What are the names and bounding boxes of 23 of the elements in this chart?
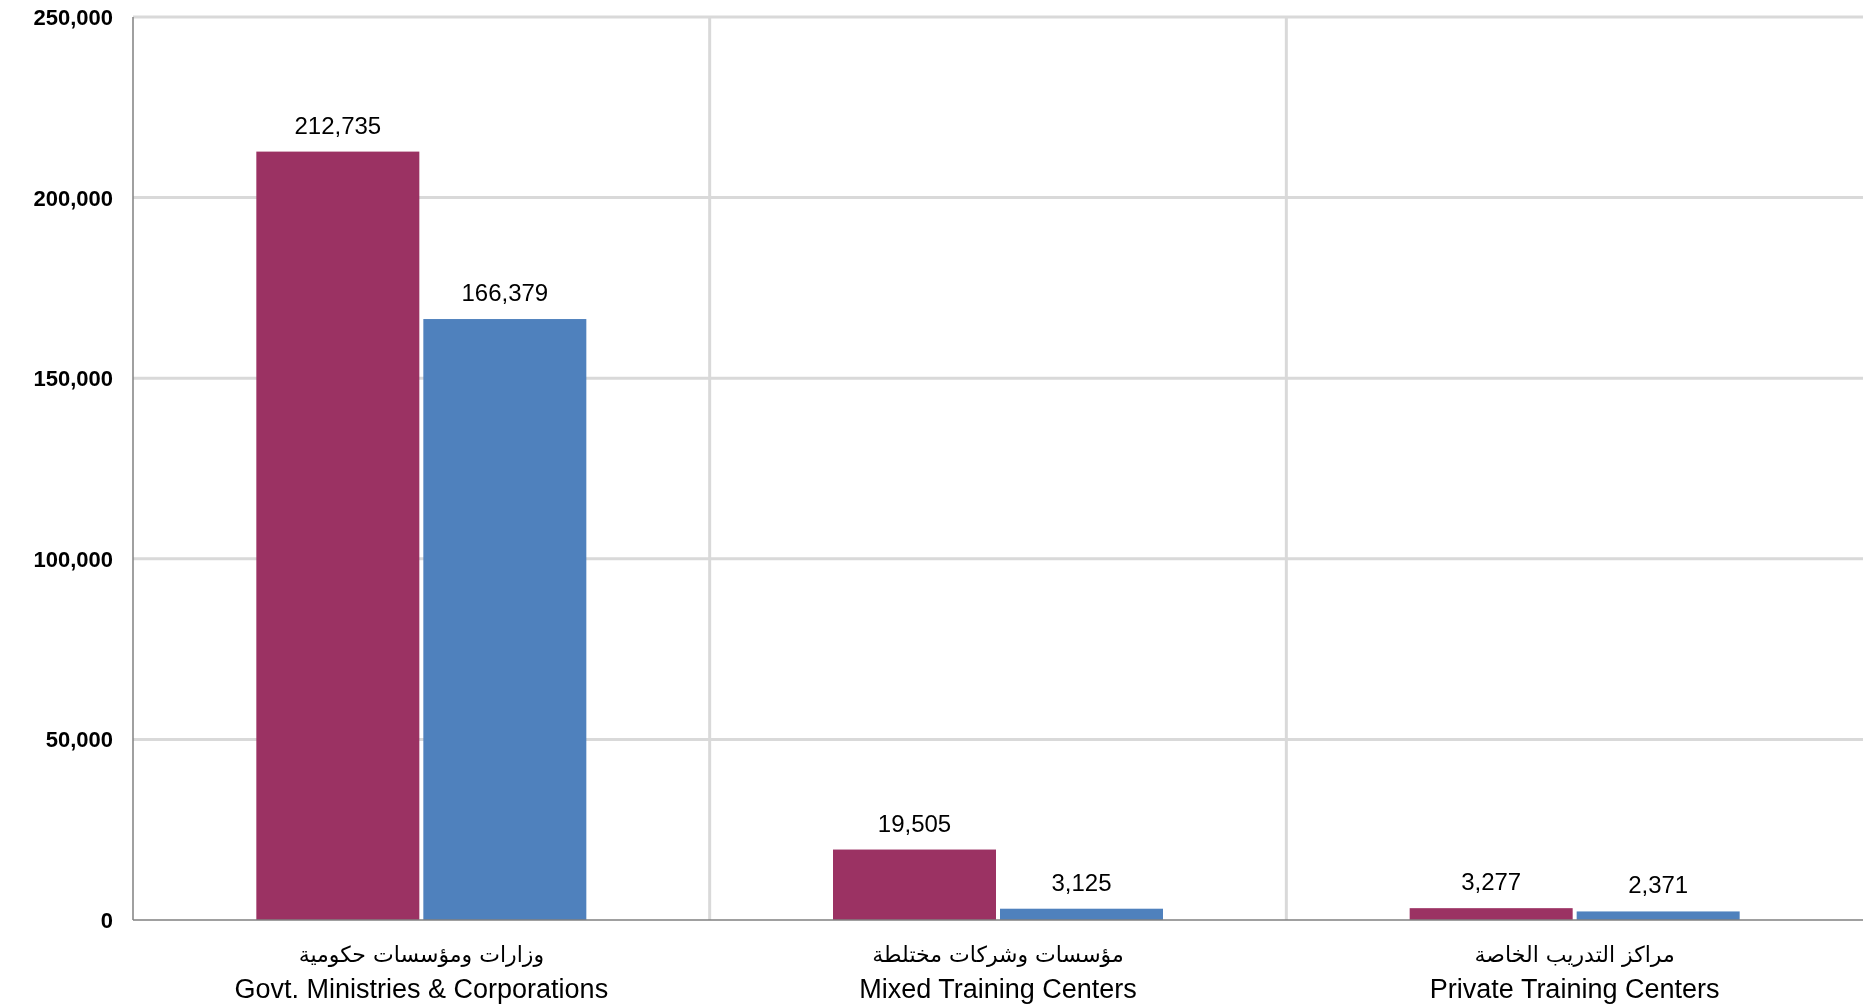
data-label: 3,125 (1051, 868, 1112, 896)
data-label: 2,371 (1628, 871, 1689, 899)
x-tick-label: Private Training Centers (1429, 974, 1720, 1004)
y-tick-label: 250,000 (33, 5, 113, 30)
bar (1576, 911, 1740, 920)
bar (423, 319, 587, 920)
data-label: 3,277 (1461, 868, 1522, 896)
x-tick-label: Mixed Training Centers (859, 974, 1137, 1004)
data-label: 19,505 (877, 809, 952, 837)
text: مؤسسات وشركات مختلطة (872, 942, 1124, 967)
y-tick-label: 50,000 (45, 727, 113, 753)
x-tick-label: Govt. Ministries & Corporations (234, 974, 609, 1004)
bar (833, 849, 996, 920)
bar (1409, 908, 1573, 920)
y-tick-label: 0 (100, 908, 113, 933)
data-label: 212,735 (294, 111, 382, 139)
y-tick-label: 200,000 (33, 185, 113, 211)
data-label: 166,379 (461, 279, 549, 307)
y-tick-label: 100,000 (33, 546, 113, 572)
y-tick-label: 150,000 (33, 366, 113, 392)
text: وزارات ومؤسسات حكومية (298, 942, 545, 967)
text: مراكز التدريب الخاصة (1474, 942, 1675, 967)
bar (256, 151, 420, 920)
